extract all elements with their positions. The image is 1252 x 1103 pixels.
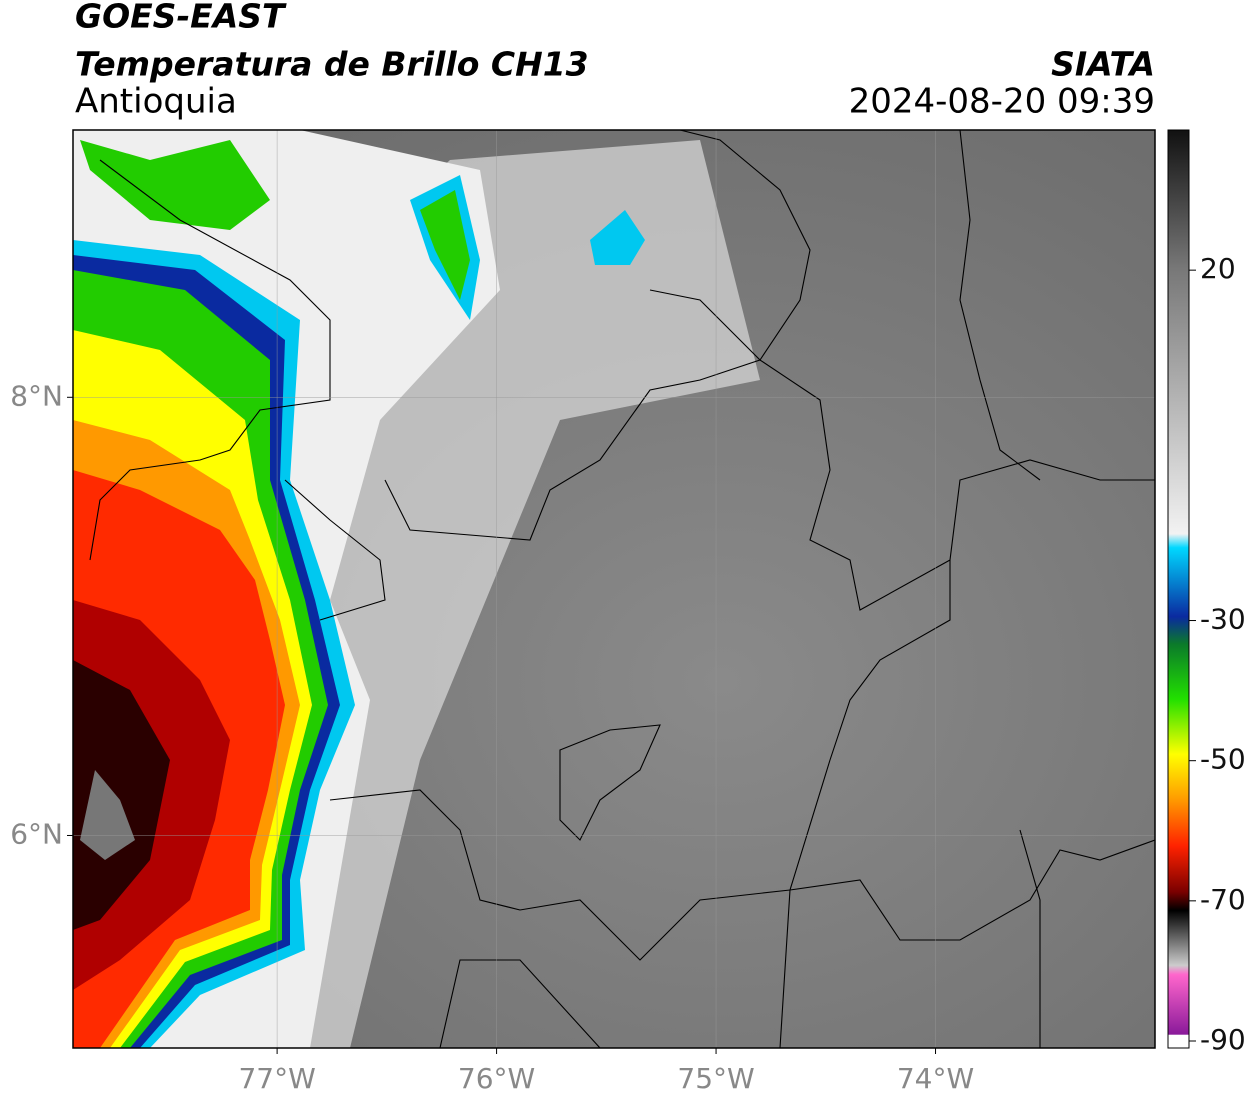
colorbar-tick-label: -90: [1200, 1023, 1246, 1056]
colorbar-tick-label: -50: [1200, 743, 1246, 776]
timestamp: 2024-08-20 09:39: [849, 82, 1155, 122]
colorbar-tick-label: 20: [1200, 252, 1236, 285]
y-tick-label: 6°N: [10, 817, 63, 850]
x-tick-label: 76°W: [458, 1062, 535, 1095]
borders: [89, 130, 1155, 1048]
colorbar-tick-label: -70: [1200, 883, 1246, 916]
title: GOES-EAST: [75, 0, 287, 36]
x-tick-label: 74°W: [897, 1062, 974, 1095]
region: Antioquia: [75, 82, 237, 122]
x-tick-label: 77°W: [238, 1062, 315, 1095]
satellite-image: [73, 130, 1155, 1048]
subtitle: Temperatura de Brillo CH13: [75, 45, 589, 84]
map-frame: [72, 129, 1156, 1049]
colorbar: [1167, 129, 1190, 1049]
source: SIATA: [1051, 45, 1155, 84]
x-tick-label: 75°W: [677, 1062, 754, 1095]
colorbar-tick-label: -30: [1200, 603, 1246, 636]
y-tick-label: 8°N: [10, 379, 63, 412]
